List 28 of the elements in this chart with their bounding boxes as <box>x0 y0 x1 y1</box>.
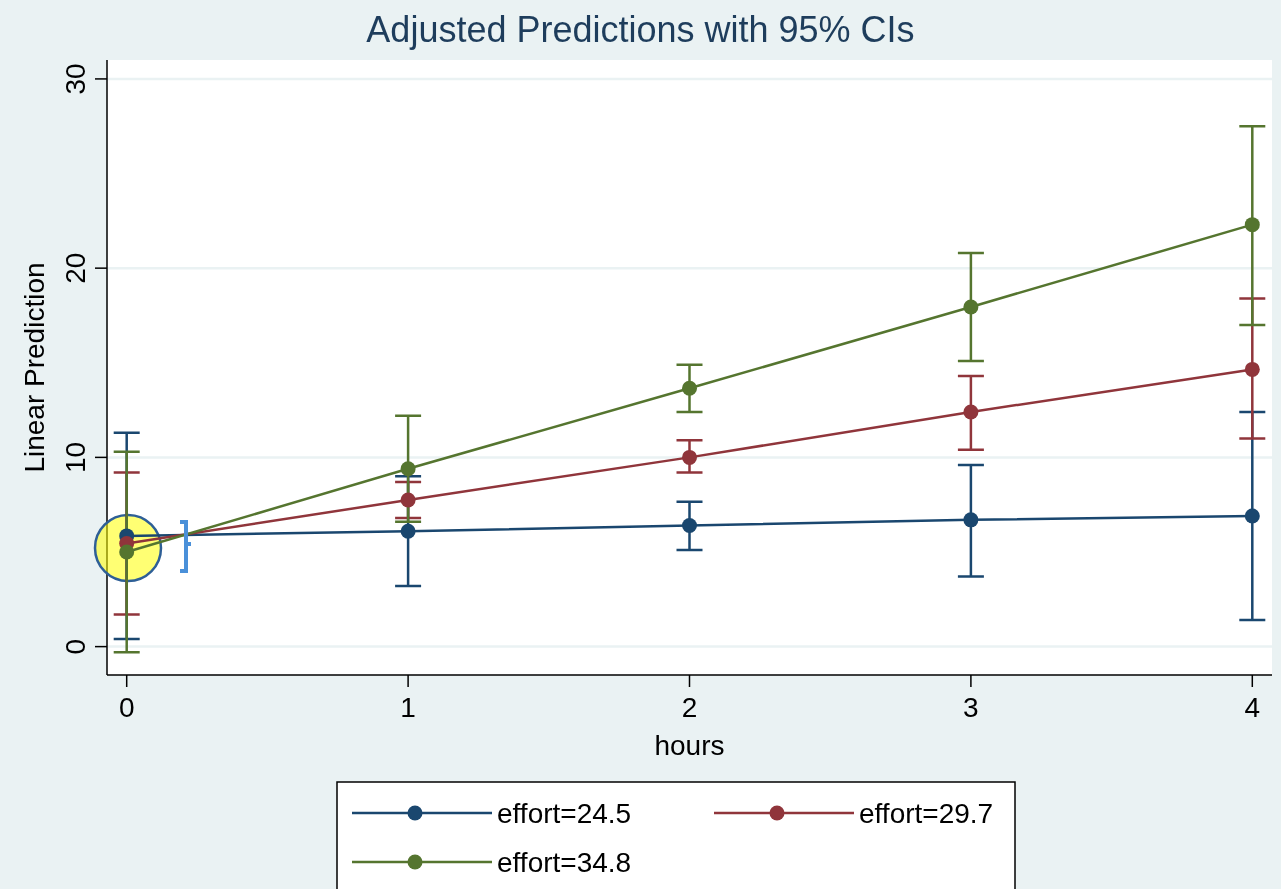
point <box>682 380 697 396</box>
point <box>400 492 416 508</box>
x-tick-label: 2 <box>681 692 698 723</box>
point <box>1244 361 1260 377</box>
point <box>1244 508 1260 524</box>
legend-label: effort=29.7 <box>859 798 994 829</box>
x-axis-title: hours <box>654 730 725 761</box>
point <box>963 404 979 420</box>
point <box>682 518 697 534</box>
y-tick-label: 20 <box>60 252 91 284</box>
y-tick-label: 30 <box>60 63 91 95</box>
chart-title: Adjusted Predictions with 95% CIs <box>366 9 915 50</box>
point <box>963 299 979 315</box>
point <box>963 512 979 528</box>
y-tick-label: 10 <box>60 441 91 473</box>
y-tick-label: 0 <box>60 638 91 655</box>
x-tick-label: 1 <box>400 692 416 723</box>
x-tick-label: 0 <box>118 692 135 723</box>
x-tick-label: 3 <box>963 692 979 723</box>
legend-label: effort=34.8 <box>497 847 632 878</box>
point <box>119 544 135 560</box>
y-axis-title: Linear Prediction <box>19 262 50 473</box>
legend-label: effort=24.5 <box>497 798 632 829</box>
point <box>1244 217 1260 233</box>
point <box>682 449 697 465</box>
x-tick-label: 4 <box>1244 692 1261 723</box>
point <box>400 523 416 539</box>
point <box>400 461 416 477</box>
